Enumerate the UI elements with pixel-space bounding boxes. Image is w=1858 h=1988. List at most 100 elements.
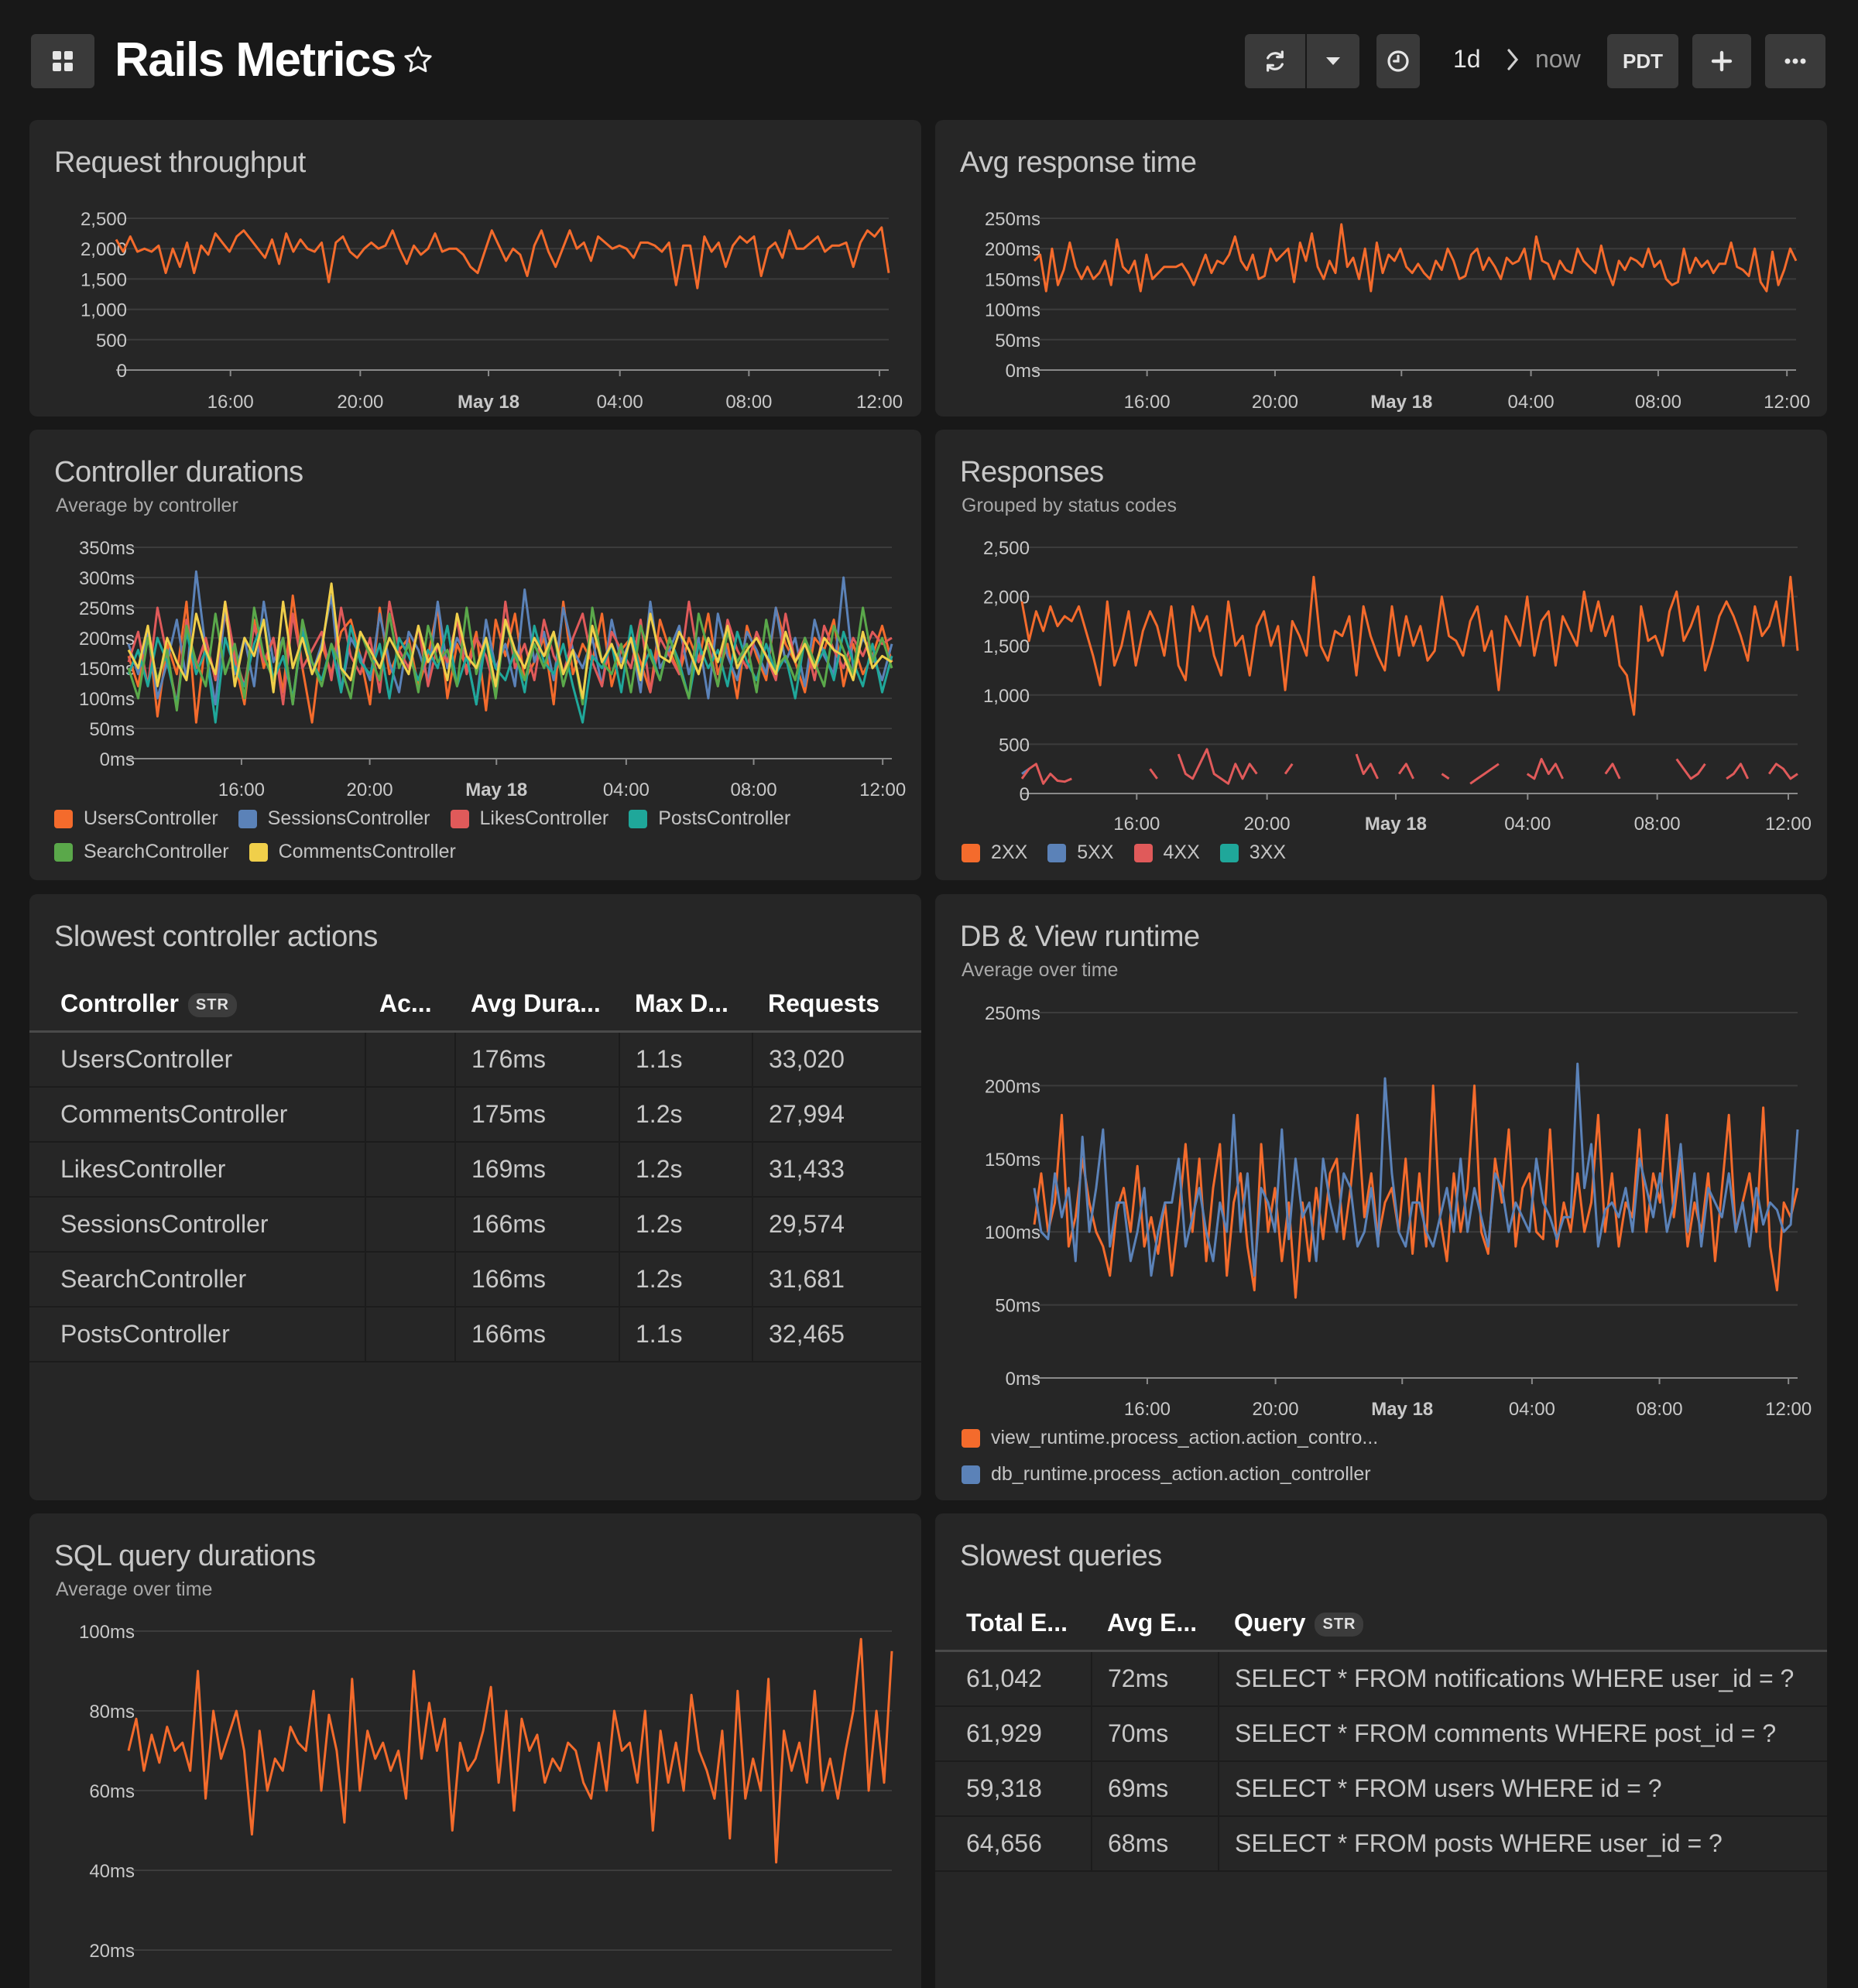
table-cell: CommentsController xyxy=(29,1087,365,1143)
time-picker-button[interactable] xyxy=(1376,34,1420,88)
legend-item[interactable]: CommentsController xyxy=(249,841,456,863)
responses-legend: 2XX 5XX 4XX 3XX xyxy=(962,841,1813,864)
table-header-row: Total E... Avg E... Query STR xyxy=(935,1596,1827,1652)
timezone-button[interactable]: PDT xyxy=(1607,34,1678,88)
column-header[interactable]: Query STR xyxy=(1219,1596,1827,1652)
legend-item[interactable]: UsersController xyxy=(54,807,218,830)
x-tick-label: 16:00 xyxy=(1113,814,1160,835)
legend-item[interactable]: 5XX xyxy=(1047,841,1114,864)
x-tick-label: 20:00 xyxy=(337,392,383,413)
series-line xyxy=(127,606,893,712)
y-tick-label: 200ms xyxy=(79,629,135,650)
table-row[interactable]: SessionsController 166ms 1.2s 29,574 xyxy=(29,1197,921,1253)
refresh-button[interactable] xyxy=(1245,34,1305,88)
legend-label: SessionsController xyxy=(267,807,430,829)
table-row[interactable]: 64,656 68ms SELECT * FROM posts WHERE user… xyxy=(935,1816,1827,1872)
ellipsis-icon xyxy=(1784,58,1806,64)
slowest-queries-panel: Slowest queries Total E... Avg E... Quer… xyxy=(935,1513,1827,1988)
caret-down-icon xyxy=(1326,57,1340,65)
legend-item[interactable]: SessionsController xyxy=(238,807,430,830)
column-header[interactable]: Ac... xyxy=(365,976,455,1033)
legend-swatch xyxy=(249,842,268,862)
avg-response-time-chart: 250ms 200ms 150ms 100ms 50ms 0ms 16:00 20:00 May… xyxy=(985,209,1810,413)
legend-item[interactable]: db_runtime.process_action.action_control… xyxy=(962,1463,1813,1486)
legend-item[interactable]: 3XX xyxy=(1219,841,1286,864)
y-tick-label: 150ms xyxy=(985,269,1040,290)
legend-label: view_runtime.process_action.action_contr… xyxy=(991,1427,1379,1448)
time-range-value[interactable]: 1d xyxy=(1453,45,1481,73)
column-header[interactable]: Requests xyxy=(752,976,921,1033)
table-row[interactable]: UsersController 176ms 1.1s 33,020 xyxy=(29,1031,921,1088)
x-tick-label: 04:00 xyxy=(1504,814,1551,835)
legend-label: SearchController xyxy=(84,841,229,862)
series-line xyxy=(1033,1062,1799,1277)
table-row[interactable]: LikesController 169ms 1.2s 31,433 xyxy=(29,1142,921,1198)
legend-swatch xyxy=(54,809,73,828)
panel-subtitle: Average over time xyxy=(962,959,1119,981)
y-tick-label: 50ms xyxy=(89,719,135,740)
y-tick-label: 60ms xyxy=(89,1781,135,1802)
column-label: Query xyxy=(1234,1608,1306,1637)
table-cell: SessionsController xyxy=(29,1197,365,1253)
x-tick-label: May 18 xyxy=(1365,814,1427,835)
column-header[interactable]: Controller STR xyxy=(29,976,365,1033)
responses-panel: Responses Grouped by status codes 2,500 2… xyxy=(935,430,1827,880)
table-row[interactable]: CommentsController 175ms 1.2s 27,994 xyxy=(29,1087,921,1143)
column-header[interactable]: Max D... xyxy=(619,976,752,1033)
panel-subtitle: Grouped by status codes xyxy=(962,495,1177,516)
star-icon[interactable] xyxy=(401,43,435,77)
table-row[interactable]: PostsController 166ms 1.1s 32,465 xyxy=(29,1307,921,1362)
table-cell xyxy=(365,1087,455,1143)
refresh-options-button[interactable] xyxy=(1307,34,1359,88)
legend-item[interactable]: PostsController xyxy=(629,807,790,830)
table-cell: 64,656 xyxy=(935,1816,1092,1872)
y-tick-label: 20ms xyxy=(89,1941,135,1962)
table-cell: 31,681 xyxy=(752,1252,921,1308)
y-tick-label: 200ms xyxy=(985,1076,1040,1097)
y-tick-label: 1,500 xyxy=(81,269,127,290)
legend-item[interactable]: 4XX xyxy=(1133,841,1200,864)
table-cell: 72ms xyxy=(1091,1650,1219,1707)
y-tick-label: 40ms xyxy=(89,1861,135,1882)
y-tick-label: 100ms xyxy=(985,300,1040,321)
legend-item[interactable]: LikesController xyxy=(450,807,608,830)
dashboard-menu-button[interactable] xyxy=(31,34,94,88)
table-cell: 29,574 xyxy=(752,1197,921,1253)
legend-item[interactable]: view_runtime.process_action.action_contr… xyxy=(962,1427,1813,1449)
table-row[interactable]: SearchController 166ms 1.2s 31,681 xyxy=(29,1252,921,1308)
request-throughput-chart: 2,500 2,000 1,500 1,000 500 0 16:00 20:00 May 18… xyxy=(81,209,903,413)
x-tick-label: 08:00 xyxy=(725,392,772,413)
table-row[interactable]: 61,042 72ms SELECT * FROM notifications WH… xyxy=(935,1650,1827,1707)
table-cell: SELECT * FROM users WHERE id = ? xyxy=(1218,1761,1827,1817)
table-cell: 61,929 xyxy=(935,1706,1092,1762)
x-tick-label: 12:00 xyxy=(856,392,903,413)
legend-item[interactable]: SearchController xyxy=(54,841,229,863)
add-panel-button[interactable] xyxy=(1692,34,1751,88)
time-range-end[interactable]: now xyxy=(1535,45,1581,73)
legend-label: 2XX xyxy=(991,841,1028,863)
db-view-runtime-chart: 250ms 200ms 150ms 100ms 50ms 0ms 16:00 20:00 May… xyxy=(985,1003,1812,1420)
slowest-queries-table: Total E... Avg E... Query STR 61,042 72ms S… xyxy=(935,1596,1827,1872)
series-line xyxy=(127,1637,893,1864)
x-tick-label: 16:00 xyxy=(218,780,265,800)
x-tick-label: 16:00 xyxy=(1124,1399,1171,1420)
table-cell xyxy=(365,1252,455,1308)
legend-item[interactable]: 2XX xyxy=(962,841,1027,864)
controller-durations-chart: 350ms 300ms 250ms 200ms 150ms 100ms 50ms 0ms 16:… xyxy=(79,538,906,800)
x-tick-label: 16:00 xyxy=(207,392,254,413)
table-cell: 1.2s xyxy=(619,1197,752,1253)
table-row[interactable]: 59,318 69ms SELECT * FROM users WHERE id =… xyxy=(935,1761,1827,1817)
column-header[interactable]: Avg E... xyxy=(1092,1596,1219,1652)
y-tick-label: 200ms xyxy=(985,239,1040,260)
table-cell: 1.2s xyxy=(619,1142,752,1198)
y-tick-label: 100ms xyxy=(79,1622,135,1643)
y-tick-label: 50ms xyxy=(995,331,1040,351)
table-row[interactable]: 61,929 70ms SELECT * FROM comments WHERE p… xyxy=(935,1706,1827,1762)
column-header[interactable]: Avg Dura... xyxy=(455,976,619,1033)
clock-icon xyxy=(1387,50,1409,72)
series-line xyxy=(1033,1084,1799,1299)
more-options-button[interactable] xyxy=(1765,34,1825,88)
column-header[interactable]: Total E... xyxy=(935,1596,1092,1652)
column-label: Controller xyxy=(60,989,179,1017)
